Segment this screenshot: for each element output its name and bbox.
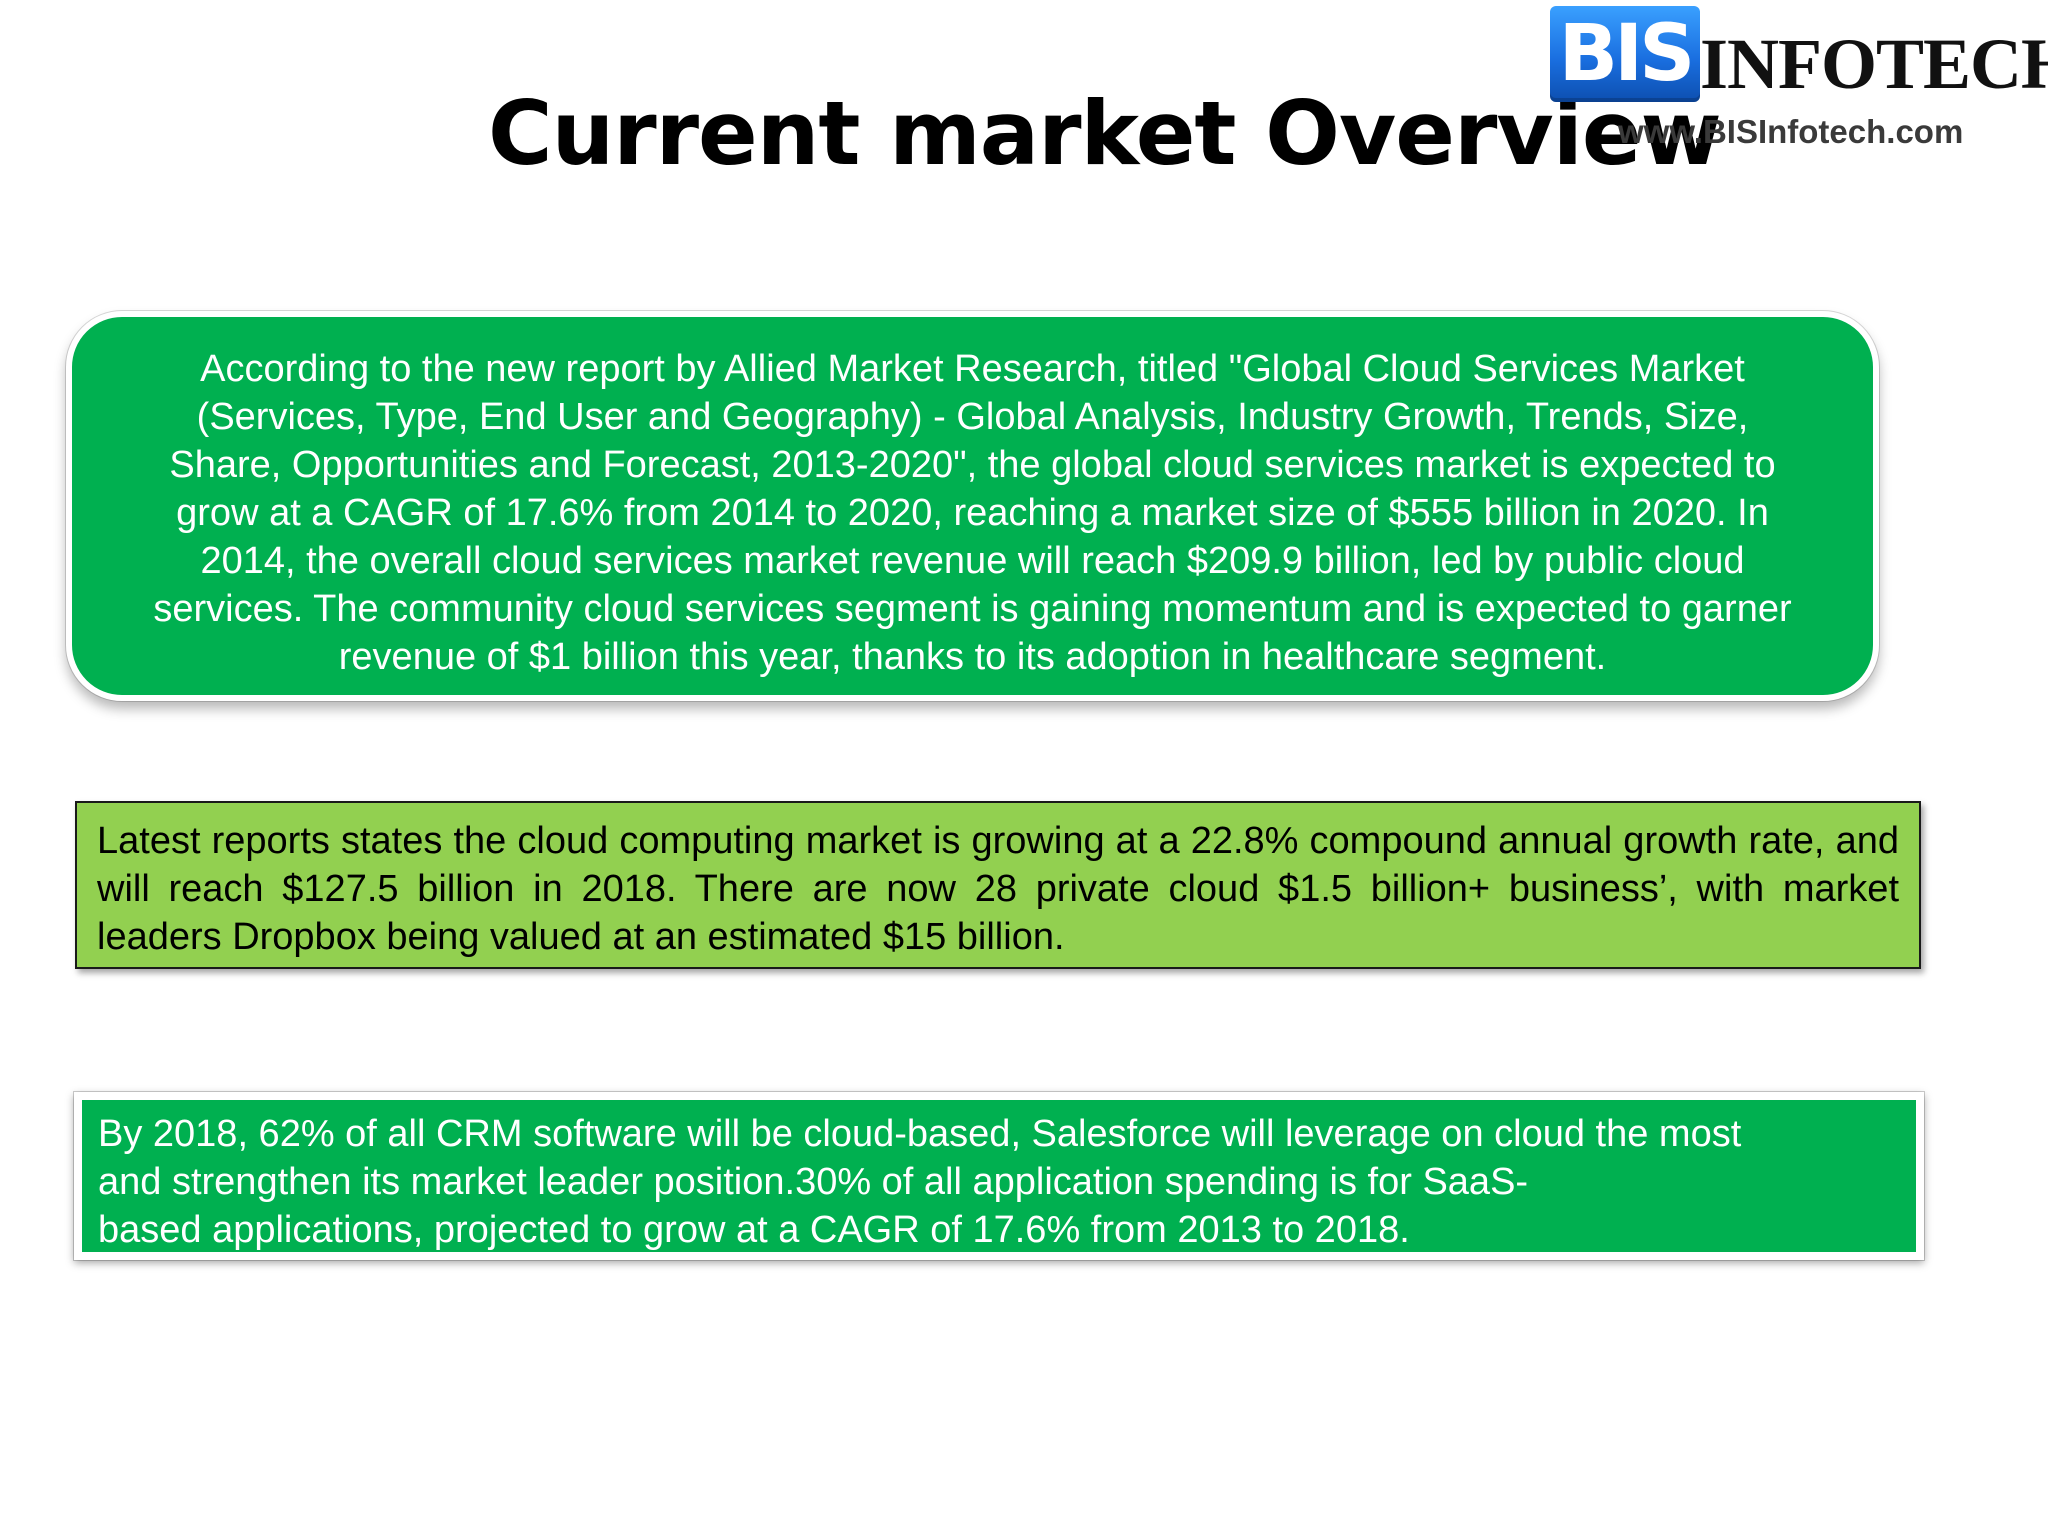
box1-line: Share, Opportunities and Forecast, 2013-… bbox=[169, 444, 1776, 486]
logo-url: www.BISInfotech.com bbox=[1618, 113, 1964, 150]
box3-line: and strengthen its market leader positio… bbox=[98, 1161, 1529, 1203]
box3-line: based applications, projected to grow at… bbox=[98, 1209, 1410, 1251]
bis-infotech-logo: BIS INFOTECH www.BISInfotech.com bbox=[1550, 2, 2048, 162]
box3-line: By 2018, 62% of all CRM software will be… bbox=[98, 1113, 1742, 1155]
box1-line: revenue of $1 billion this year, thanks … bbox=[338, 636, 1607, 678]
allied-market-research-box: According to the new report by Allied Ma… bbox=[66, 311, 1879, 701]
cloud-computing-growth-box: Latest reports states the cloud computin… bbox=[75, 801, 1921, 969]
crm-saas-box: By 2018, 62% of all CRM software will be… bbox=[74, 1092, 1924, 1260]
box1-line: According to the new report by Allied Ma… bbox=[200, 348, 1745, 390]
box1-line: (Services, Type, End User and Geography)… bbox=[196, 396, 1749, 438]
box2-text: Latest reports states the cloud computin… bbox=[97, 820, 1899, 958]
slide-title: Current market Overview bbox=[488, 82, 1722, 185]
box1-line: 2014, the overall cloud services market … bbox=[200, 540, 1745, 582]
box1-line: grow at a CAGR of 17.6% from 2014 to 202… bbox=[176, 492, 1769, 534]
box1-line: services. The community cloud services s… bbox=[153, 588, 1792, 630]
logo-wordmark: INFOTECH bbox=[1700, 24, 2048, 104]
logo-bis-mark: BIS bbox=[1550, 6, 1700, 102]
